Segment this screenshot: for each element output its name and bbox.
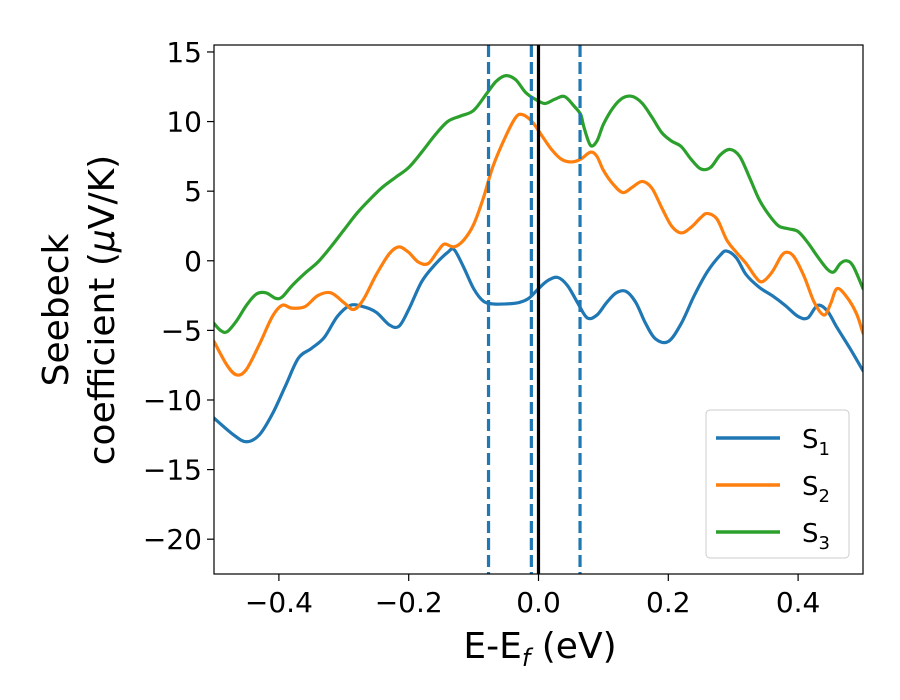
- plot-clip-group: [214, 45, 863, 574]
- y-tick-label: −20: [143, 523, 202, 556]
- y-axis-label-line1: Seebeck: [36, 233, 77, 386]
- y-tick-label: −5: [161, 314, 202, 347]
- x-tick-label: 0.0: [516, 586, 561, 619]
- plot-area: [214, 45, 863, 574]
- series-line-s3: [214, 74, 863, 335]
- x-axis-ticks: −0.4 −0.2 0.0 0.2 0.4: [245, 574, 820, 619]
- y-tick-label: 0: [184, 245, 202, 278]
- legend-label-s2: S2: [802, 472, 830, 507]
- legend-label-s1: S1: [802, 425, 830, 460]
- y-tick-label: 5: [184, 175, 202, 208]
- y-axis-label: Seebeck coefficient (μV/K): [36, 155, 123, 465]
- series-line-s1: [214, 247, 863, 444]
- legend-label-s3: S3: [802, 519, 830, 554]
- legend-label-main: S: [802, 472, 819, 502]
- x-tick-label: −0.2: [375, 586, 443, 619]
- x-tick-label: −0.4: [245, 586, 313, 619]
- y-tick-label: −10: [143, 384, 202, 417]
- x-axis-label-main: E-E: [463, 626, 521, 667]
- y-tick-label: −15: [143, 454, 202, 487]
- y-axis-label-line2: coefficient (μV/K): [82, 155, 123, 465]
- x-tick-label: 0.2: [646, 586, 691, 619]
- y-axis-ticks: 15 10 5 0 −5 −10 −15 −20: [143, 36, 214, 556]
- legend-label-subscript: 1: [819, 439, 830, 460]
- y-tick-label: 10: [166, 106, 202, 139]
- legend-label-main: S: [802, 519, 819, 549]
- x-tick-label: 0.4: [776, 586, 821, 619]
- x-axis-label: E-Ef (eV): [463, 626, 616, 672]
- y-axis-label-post: V/K): [82, 155, 123, 229]
- x-axis-label-unit: (eV): [530, 626, 616, 667]
- legend-label-subscript: 3: [819, 533, 830, 554]
- series-line-s2: [214, 112, 863, 377]
- legend-label-subscript: 2: [819, 486, 830, 507]
- y-axis-label-pre: coefficient (: [82, 252, 123, 465]
- legend-label-main: S: [802, 425, 819, 455]
- y-axis-label-mu: μ: [82, 229, 123, 253]
- y-tick-label: 15: [166, 36, 202, 69]
